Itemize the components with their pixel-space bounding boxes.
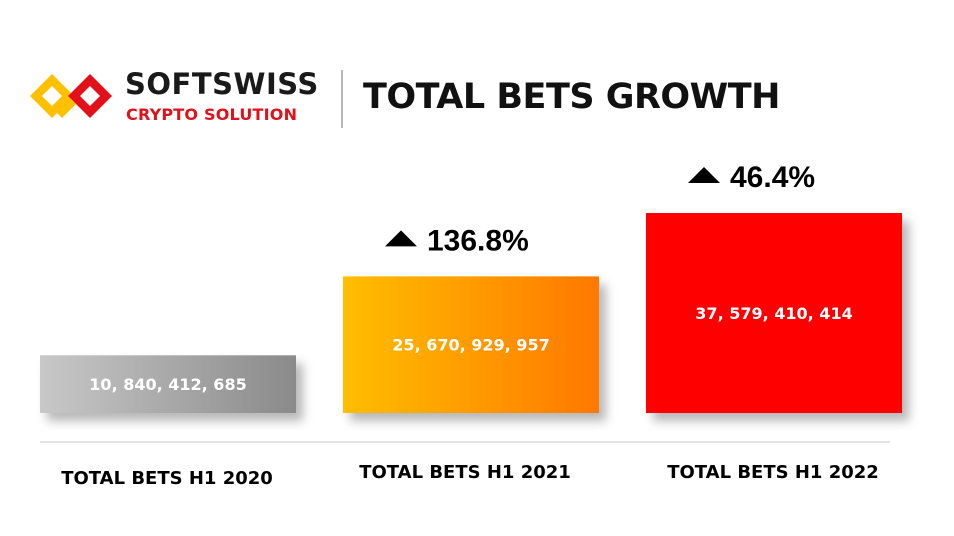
growth-label: 136.8% — [427, 224, 529, 257]
bar-value-label: 37, 579, 410, 414 — [695, 304, 852, 323]
brand-name: SOFTSWISS — [125, 67, 319, 101]
bar-value-label: 10, 840, 412, 685 — [89, 375, 246, 394]
brand-subtitle: CRYPTO SOLUTION — [126, 105, 298, 124]
header-divider — [341, 70, 343, 128]
triangle-up-icon — [385, 230, 417, 247]
bar — [646, 213, 902, 413]
page-title: TOTAL BETS GROWTH — [363, 77, 780, 117]
triangle-up-icon — [688, 167, 720, 183]
bar — [343, 276, 599, 413]
bar — [40, 355, 296, 413]
softswiss-logo-icon — [30, 74, 112, 118]
bar-value-label: 25, 670, 929, 957 — [392, 336, 549, 355]
category-label: TOTAL BETS H1 2022 — [667, 462, 879, 483]
growth-label: 46.4% — [730, 161, 815, 194]
category-label: TOTAL BETS H1 2020 — [61, 468, 273, 489]
category-label: TOTAL BETS H1 2021 — [359, 462, 571, 483]
